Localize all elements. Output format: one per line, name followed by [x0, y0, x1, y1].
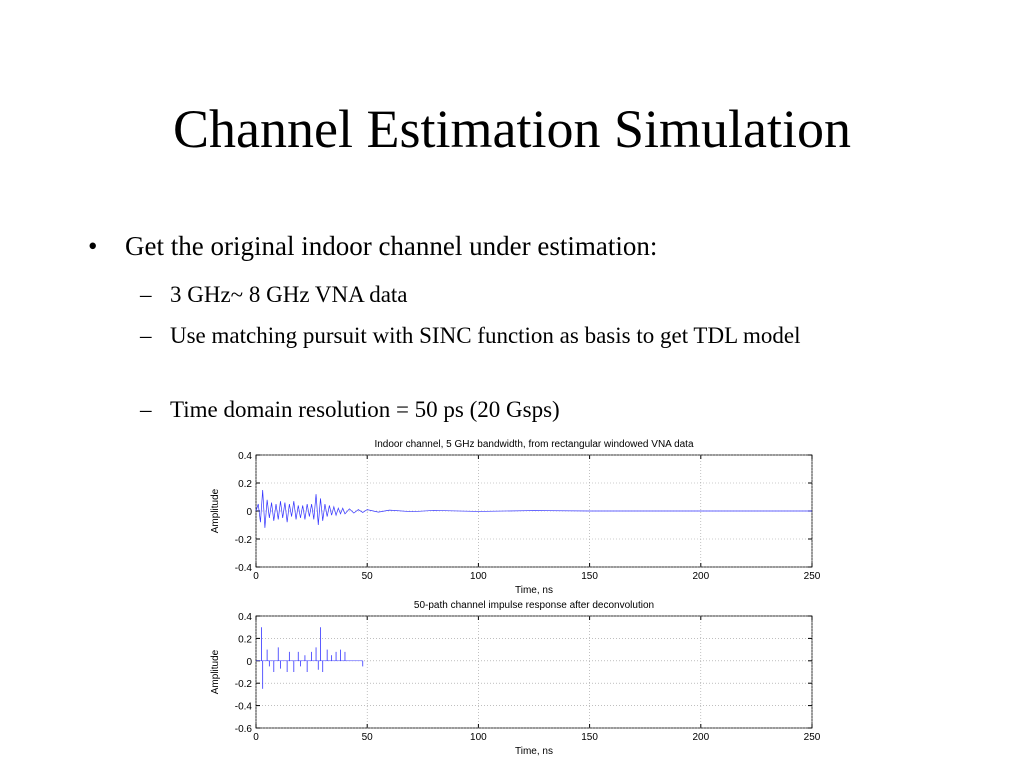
x-tick-label: 200 [692, 732, 709, 743]
slide-title: Channel Estimation Simulation [173, 99, 851, 159]
x-tick-label: 100 [470, 732, 487, 743]
x-tick-label: 150 [581, 571, 598, 582]
y-tick-label: 0.4 [238, 451, 252, 462]
bullet-text: Get the original indoor channel under es… [125, 231, 658, 261]
x-tick-label: 200 [692, 571, 709, 582]
y-tick-label: 0.4 [238, 612, 252, 623]
sub-bullet: Use matching pursuit with SINC function … [170, 323, 801, 348]
dash: – [140, 282, 152, 307]
y-axis-label: Amplitude [210, 649, 221, 694]
x-tick-label: 250 [804, 571, 821, 582]
y-tick-label: 0.2 [238, 479, 252, 490]
dash: – [140, 397, 152, 422]
y-tick-label: -0.2 [235, 535, 253, 546]
sub-bullet: 3 GHz~ 8 GHz VNA data [170, 282, 408, 307]
y-tick-label: -0.2 [235, 679, 253, 690]
y-tick-label: -0.4 [235, 702, 253, 713]
chart-title: 50-path channel impulse response after d… [414, 600, 654, 611]
x-tick-label: 50 [362, 571, 374, 582]
y-tick-label: -0.4 [235, 563, 253, 574]
y-tick-label: 0 [246, 507, 252, 518]
x-tick-label: 250 [804, 732, 821, 743]
y-tick-label: -0.6 [235, 724, 253, 735]
chart-title: Indoor channel, 5 GHz bandwidth, from re… [374, 439, 694, 450]
x-axis-label: Time, ns [515, 746, 553, 757]
x-tick-label: 0 [253, 571, 259, 582]
dash: – [140, 323, 152, 348]
sub-bullet: Time domain resolution = 50 ps (20 Gsps) [170, 397, 560, 422]
y-tick-label: 0.2 [238, 634, 252, 645]
x-tick-label: 100 [470, 571, 487, 582]
x-tick-label: 150 [581, 732, 598, 743]
bullet: • [88, 231, 98, 261]
x-tick-label: 0 [253, 732, 259, 743]
plot-area [255, 615, 813, 729]
x-tick-label: 50 [362, 732, 374, 743]
x-axis-label: Time, ns [515, 585, 553, 596]
y-axis-label: Amplitude [210, 488, 221, 533]
y-tick-label: 0 [246, 657, 252, 668]
signal-line [255, 489, 812, 528]
